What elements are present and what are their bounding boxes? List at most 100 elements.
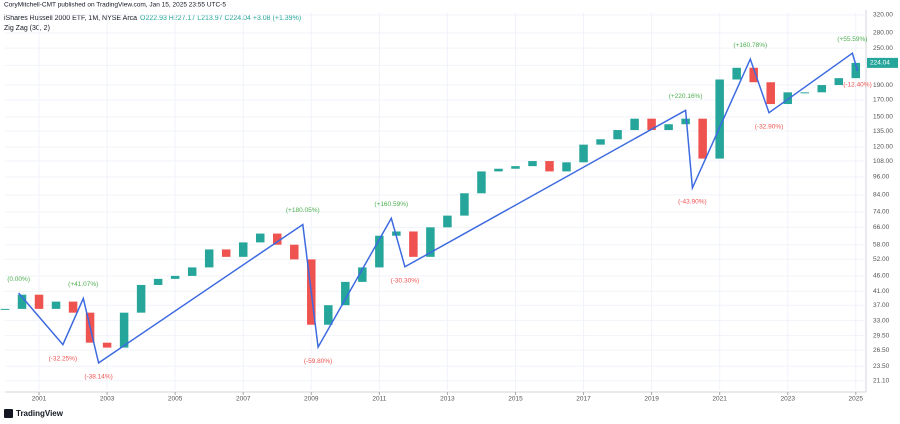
y-tick-label: 52.00 (873, 256, 890, 263)
candle (187, 267, 197, 276)
publisher: CoryMitchell-CMT published on TradingVie… (4, 2, 226, 9)
y-tick-label: 23.50 (873, 363, 890, 370)
logo-icon (4, 409, 13, 418)
symbol: iShares Russell 2000 ETF, 1M, NYSE Arca (4, 15, 137, 22)
candle (749, 67, 758, 83)
zigzag-label: (-43.90%) (678, 199, 707, 206)
candle (715, 79, 724, 159)
y-tick-label: 46.00 (873, 273, 890, 280)
candle (732, 67, 741, 80)
zigzag-label: (+160.78%) (733, 42, 767, 49)
x-tick-label: 2009 (304, 396, 319, 403)
candle (630, 118, 639, 131)
candle (596, 139, 605, 145)
x-tick-label: 2019 (644, 396, 659, 403)
candle (477, 171, 486, 194)
y-tick-label: 96.00 (873, 174, 890, 181)
zigzag-label: (0.00%) (7, 276, 30, 283)
candle (34, 294, 44, 309)
y-tick-label: 135.00 (873, 128, 893, 135)
candle (324, 305, 333, 325)
candle (238, 242, 248, 257)
candle (443, 215, 452, 228)
candle (221, 249, 231, 257)
candle (851, 62, 861, 79)
candle (528, 161, 537, 167)
candle (0, 308, 10, 310)
x-tick-label: 2021 (712, 396, 727, 403)
zigzag-label: (-59.80%) (304, 358, 333, 365)
x-tick-label: 2025 (849, 396, 864, 403)
candle (681, 118, 690, 125)
y-tick-label: 320.00 (873, 12, 893, 19)
y-tick-label: 84.00 (873, 192, 890, 199)
candle (290, 244, 299, 260)
zigzag-label: (-32.25%) (49, 355, 78, 362)
y-tick-label: 190.00 (873, 82, 893, 89)
candle (579, 144, 588, 163)
y-tick-label: 33.00 (873, 317, 890, 324)
zigzag-label: (-38.14%) (84, 374, 113, 381)
y-tick-label: 120.00 (873, 144, 893, 151)
candle (766, 82, 775, 105)
zigzag-label: (+180.05%) (286, 207, 320, 214)
candle (375, 235, 384, 268)
candle (834, 78, 844, 86)
y-tick-label: 58.00 (873, 241, 890, 248)
candle (341, 281, 350, 306)
y-tick-label: 66.00 (873, 224, 890, 231)
last-price-label: 224.04 (870, 60, 890, 67)
zigzag-label: (-12.40%) (843, 82, 872, 89)
candle (494, 168, 503, 172)
candle (613, 130, 622, 140)
indicator: Zig Zag (30, 2) (4, 25, 50, 32)
ohlc: O222.93 H227.17 L213.97 C224.04 +3.08 (+… (140, 15, 301, 22)
y-tick-label: 41.00 (873, 288, 890, 295)
logo: TradingView (16, 409, 64, 418)
y-tick-label: 74.00 (873, 209, 890, 216)
candle (51, 301, 61, 309)
candle (204, 249, 214, 268)
y-tick-label: 37.00 (873, 302, 890, 309)
y-tick-label: 280.00 (873, 30, 893, 37)
candle (545, 161, 554, 172)
candle (800, 92, 809, 94)
x-tick-label: 2013 (440, 396, 455, 403)
zigzag-label: (+41.07%) (68, 281, 98, 288)
zigzag-line (18, 51, 859, 365)
candle (664, 124, 673, 131)
candle (698, 118, 707, 159)
y-tick-label: 170.00 (873, 97, 893, 104)
x-tick-label: 2003 (100, 396, 115, 403)
candle (783, 92, 792, 105)
zigzag-label: (-32.90%) (755, 123, 784, 130)
x-tick-label: 2007 (236, 396, 251, 403)
last-price-box (867, 57, 898, 68)
x-tick-label: 2001 (32, 396, 47, 403)
zigzag-label: (+55.59%) (837, 36, 867, 43)
candle (460, 193, 469, 216)
zigzag-label: (+220.16%) (669, 93, 703, 100)
candle (136, 284, 146, 313)
candle (255, 233, 265, 243)
candle (426, 227, 435, 257)
candle (153, 278, 163, 285)
x-tick-label: 2015 (508, 396, 523, 403)
y-tick-label: 21.10 (873, 377, 890, 384)
y-tick-label: 29.50 (873, 332, 890, 339)
zigzag-label: (+160.59%) (374, 201, 408, 208)
candle (562, 162, 571, 172)
candle (17, 294, 27, 309)
candle (817, 85, 827, 93)
y-tick-label: 26.50 (873, 347, 890, 354)
candle (358, 267, 367, 282)
x-tick-label: 2005 (168, 396, 183, 403)
x-tick-label: 2017 (576, 396, 591, 403)
candle (272, 233, 282, 245)
candle (647, 118, 656, 131)
x-tick-label: 2023 (780, 396, 795, 403)
candle (68, 301, 78, 313)
candle (409, 231, 418, 257)
candle (119, 312, 129, 348)
